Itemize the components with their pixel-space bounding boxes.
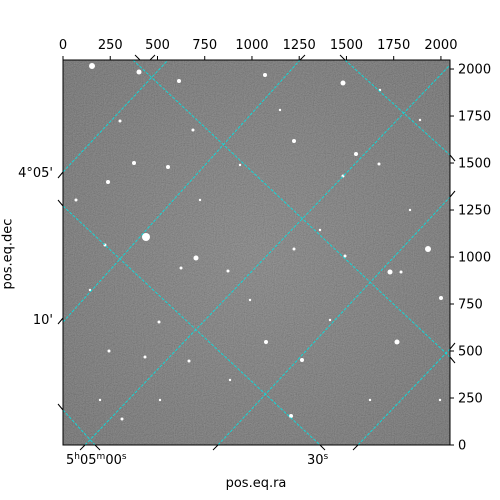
top-axis-tick-label: 250 <box>98 38 123 53</box>
top-axis-tick-label: 2000 <box>424 38 457 53</box>
right-axis-tick-label: 2000 <box>458 63 491 78</box>
star <box>264 340 268 344</box>
star <box>387 269 393 275</box>
right-axis-tick-label: 1000 <box>458 251 491 266</box>
star <box>143 355 147 359</box>
star <box>248 298 252 302</box>
sky-image <box>63 60 450 445</box>
right-dec-tick-marks <box>449 154 456 364</box>
star <box>226 269 230 273</box>
star <box>142 233 150 241</box>
top-axis-tick-label: 750 <box>192 38 217 53</box>
grid-line <box>357 348 450 445</box>
star <box>106 180 110 184</box>
star <box>118 119 122 123</box>
star <box>340 80 346 86</box>
star <box>238 163 242 167</box>
dec-tick-label-1: 4°05' <box>18 166 53 181</box>
star <box>399 270 403 274</box>
star <box>318 228 322 232</box>
ra-tick-label-1: 5h05m00s <box>66 452 127 468</box>
grid-line <box>217 196 450 445</box>
star <box>177 79 181 83</box>
star <box>132 161 136 165</box>
star <box>439 296 443 300</box>
star <box>89 63 95 69</box>
grid-line <box>84 64 450 445</box>
star <box>343 254 347 258</box>
star <box>394 339 400 345</box>
grid-line <box>63 60 301 323</box>
star <box>198 198 202 202</box>
star-field <box>74 63 443 421</box>
grid-line <box>132 60 450 358</box>
star <box>292 247 296 251</box>
ra-tick-label-2: 30s <box>307 452 329 468</box>
right-axis-tick-label: 500 <box>458 345 483 360</box>
right-axis-tick-label: 0 <box>458 439 466 454</box>
star <box>191 128 195 132</box>
star <box>179 266 183 270</box>
star <box>187 359 191 363</box>
y-axis-label: pos.eq.dec <box>1 219 16 290</box>
star <box>278 108 282 112</box>
star <box>300 358 304 362</box>
bottom-ra-tick-marks <box>79 444 359 451</box>
top-axis-tick-label: 500 <box>145 38 170 53</box>
star <box>354 152 358 156</box>
star <box>98 398 102 402</box>
star <box>438 398 442 402</box>
star <box>228 378 232 382</box>
plot-frame <box>62 59 451 446</box>
top-axis-tick-label: 1500 <box>330 38 363 53</box>
star <box>368 398 372 402</box>
star <box>157 320 161 324</box>
star <box>408 208 412 212</box>
dec-tick-label-2: 10' <box>33 313 53 328</box>
top-axis-tick-label: 1750 <box>377 38 410 53</box>
grid-line <box>63 409 96 445</box>
top-ra-tick-marks <box>134 54 346 61</box>
star <box>158 398 162 402</box>
right-axis-tick-label: 750 <box>458 298 483 313</box>
star <box>377 162 381 166</box>
star <box>120 417 124 421</box>
top-axis-tick-label: 0 <box>59 38 67 53</box>
right-axis-tick-label: 1500 <box>458 157 491 172</box>
star <box>193 255 199 261</box>
left-dec-tick-marks <box>57 171 64 411</box>
right-axis-tick-label: 1750 <box>458 110 491 125</box>
right-pixel-axis: 0 250 500 750 1000 1250 1500 1750 2000 <box>450 63 491 454</box>
top-axis-tick-label: 1250 <box>283 38 316 53</box>
grid-line <box>63 60 169 173</box>
star <box>88 288 92 292</box>
star <box>136 69 142 75</box>
right-axis-tick-label: 1250 <box>458 204 491 219</box>
star <box>289 414 293 418</box>
top-axis-tick-label: 1000 <box>235 38 268 53</box>
star <box>74 198 78 202</box>
star <box>418 118 422 122</box>
star <box>166 165 170 169</box>
grid-line <box>344 60 450 156</box>
star <box>292 139 296 143</box>
coordinate-grid <box>63 60 450 445</box>
x-axis-label: pos.eq.ra <box>226 476 287 491</box>
top-pixel-axis: 0 250 500 750 1000 1250 1500 1750 2000 <box>59 38 457 60</box>
star <box>425 246 431 252</box>
star <box>107 349 111 353</box>
right-axis-tick-label: 250 <box>458 392 483 407</box>
star <box>263 73 267 77</box>
star <box>328 318 332 322</box>
